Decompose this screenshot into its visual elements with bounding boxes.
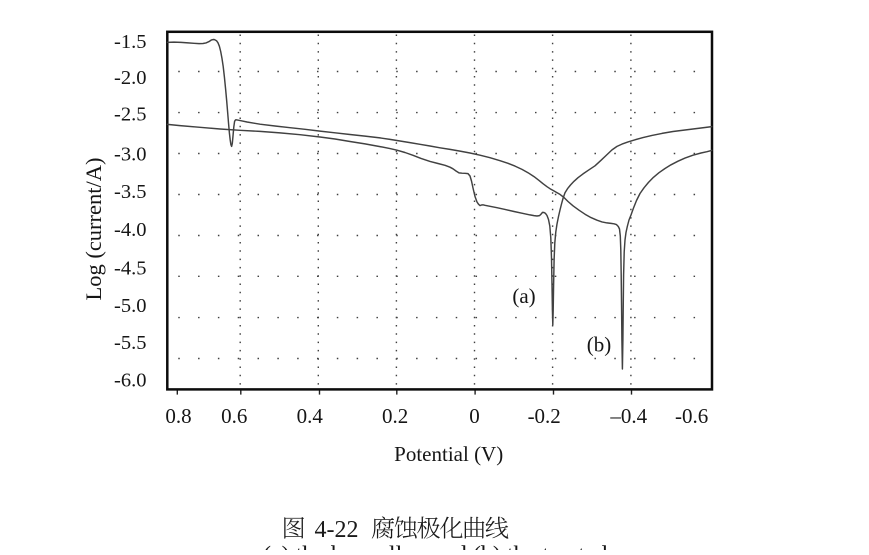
svg-text:-4.5: -4.5 bbox=[114, 258, 146, 280]
svg-text:-4.0: -4.0 bbox=[114, 219, 146, 241]
svg-text:Potential (V): Potential (V) bbox=[394, 442, 503, 466]
svg-text:4-22: 4-22 bbox=[315, 517, 359, 543]
svg-text:–0.4: –0.4 bbox=[609, 404, 647, 428]
svg-text:-5.5: -5.5 bbox=[114, 332, 146, 354]
svg-text:-0.2: -0.2 bbox=[528, 404, 561, 428]
svg-text:0.4: 0.4 bbox=[297, 404, 324, 428]
svg-text:-3.5: -3.5 bbox=[114, 181, 146, 203]
svg-text:0.6: 0.6 bbox=[221, 404, 247, 428]
svg-text:-2.5: -2.5 bbox=[114, 104, 146, 126]
svg-text:-1.5: -1.5 bbox=[114, 31, 146, 53]
svg-text:-3.0: -3.0 bbox=[114, 143, 146, 165]
svg-text:-5.0: -5.0 bbox=[114, 295, 146, 317]
svg-text:0.2: 0.2 bbox=[382, 404, 408, 428]
svg-text:0: 0 bbox=[469, 404, 480, 428]
svg-text:(b): (b) bbox=[587, 333, 612, 357]
svg-text:(a): (a) bbox=[512, 284, 535, 308]
svg-text:0.8: 0.8 bbox=[165, 404, 191, 428]
svg-text:-2.0: -2.0 bbox=[114, 67, 146, 89]
svg-text:Log (current/A): Log (current/A) bbox=[81, 157, 106, 300]
svg-text:-6.0: -6.0 bbox=[114, 369, 146, 391]
svg-text:(a) the bare alloy and (b) the: (a) the bare alloy and (b) the treated bbox=[263, 543, 607, 551]
svg-text:-0.6: -0.6 bbox=[675, 404, 708, 428]
